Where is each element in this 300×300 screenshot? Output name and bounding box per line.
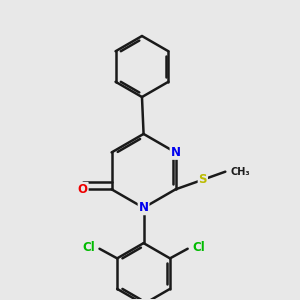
Text: CH₃: CH₃ xyxy=(230,167,250,177)
Text: S: S xyxy=(199,173,207,186)
Text: O: O xyxy=(78,183,88,196)
Text: Cl: Cl xyxy=(193,241,205,254)
Text: N: N xyxy=(139,201,148,214)
Text: Cl: Cl xyxy=(82,241,94,254)
Text: N: N xyxy=(171,146,181,159)
